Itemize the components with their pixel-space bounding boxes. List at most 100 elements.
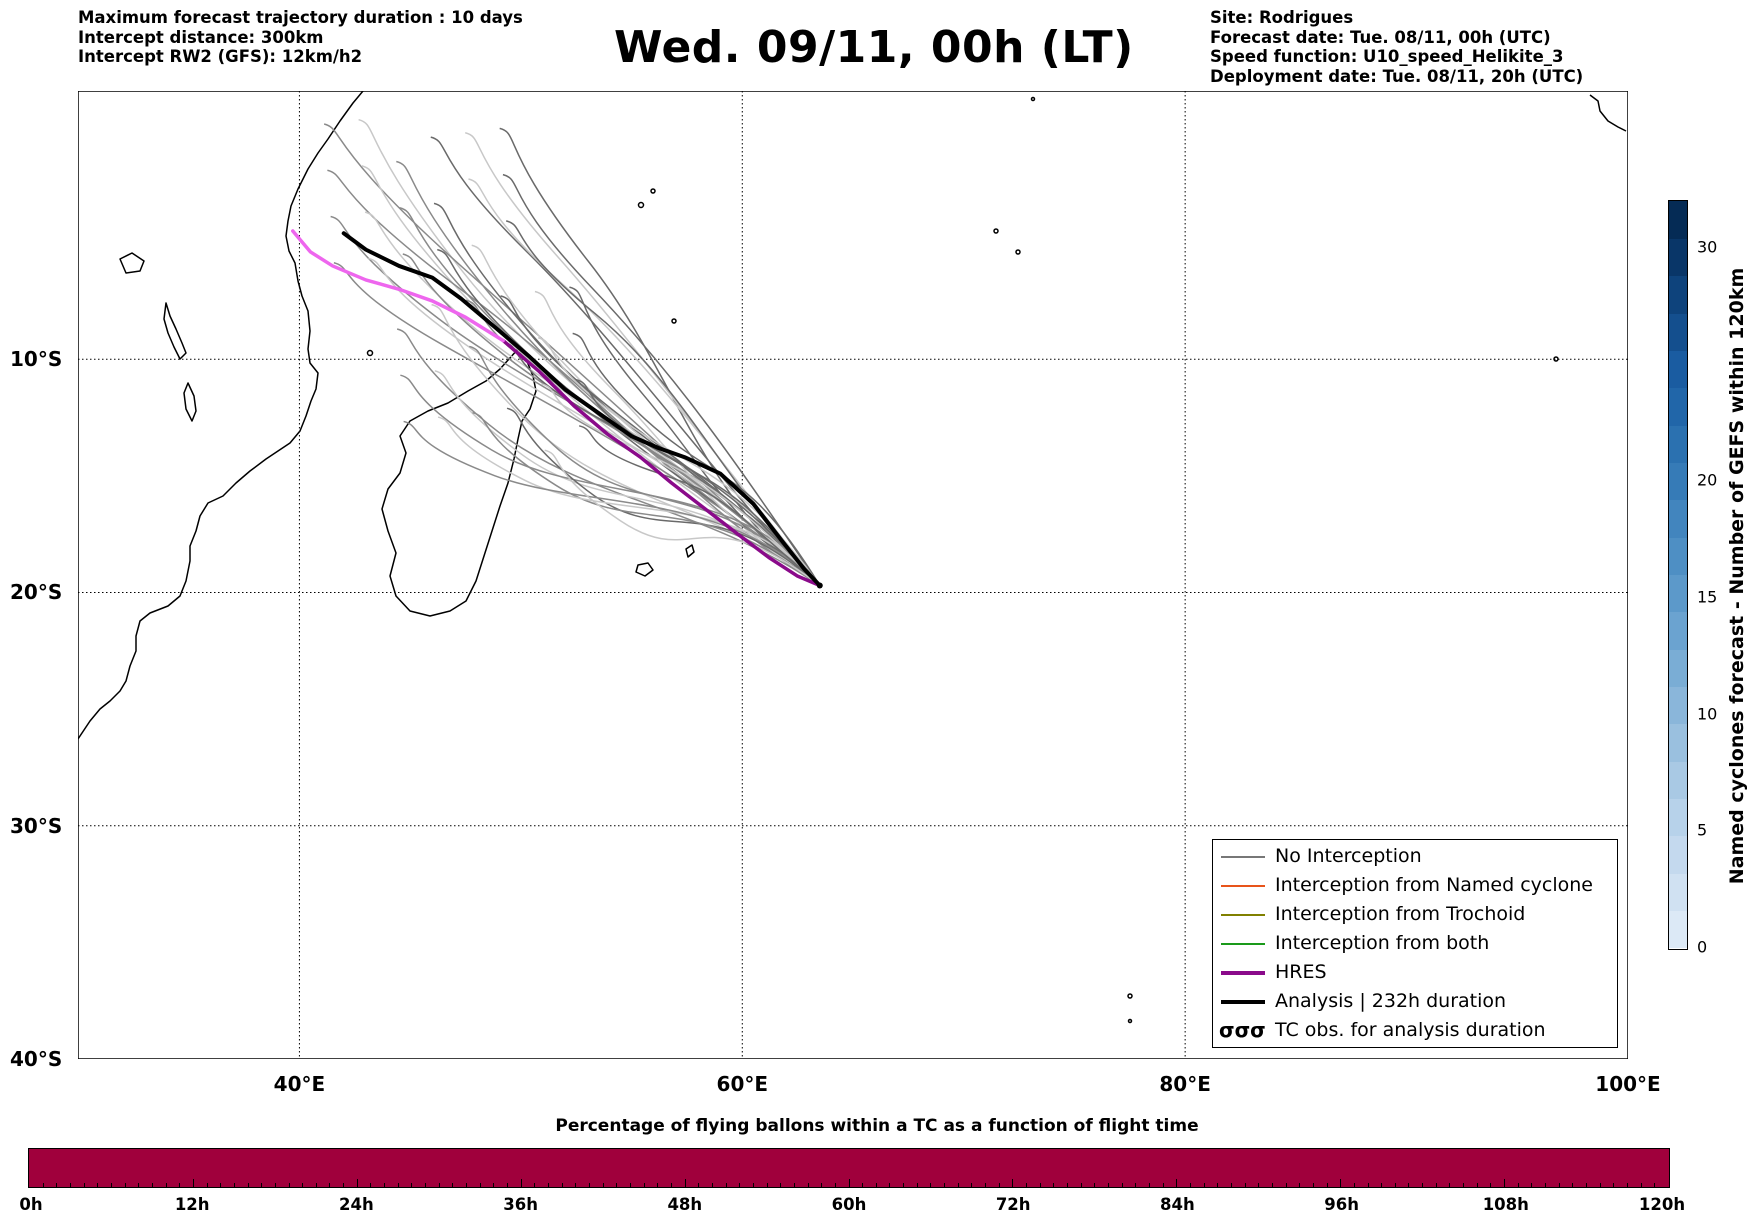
flight-time-minor-tick <box>83 1183 85 1187</box>
flight-time-minor-tick <box>698 1183 700 1187</box>
legend-label: HRES <box>1275 961 1327 983</box>
flight-time-minor-tick <box>1504 1179 1506 1187</box>
flight-time-tick-label: 24h <box>339 1195 374 1214</box>
colorbar-tick-label: 0 <box>1697 937 1708 957</box>
flight-time-minor-tick <box>807 1183 809 1187</box>
reunion-island <box>635 562 654 577</box>
legend-swatch <box>1221 885 1265 887</box>
flight-time-minor-tick <box>862 1183 864 1187</box>
flight-time-minor-tick <box>56 1183 58 1187</box>
flight-time-minor-tick <box>1080 1183 1082 1187</box>
flight-time-minor-tick <box>903 1183 905 1187</box>
flight-time-minor-tick <box>1613 1183 1615 1187</box>
flight-time-tick-label: 84h <box>1160 1195 1195 1214</box>
header-left-line-1: Maximum forecast trajectory duration : 1… <box>78 8 523 27</box>
colorbar-segment <box>1669 798 1687 837</box>
colorbar-segment <box>1669 686 1687 725</box>
flight-time-minor-tick <box>343 1183 345 1187</box>
flight-time-minor-tick <box>834 1183 836 1187</box>
header-left-line-3: Intercept RW2 (GFS): 12km/h2 <box>78 47 363 66</box>
legend-swatch <box>1221 1000 1265 1004</box>
flight-time-minor-tick <box>1531 1183 1533 1187</box>
latitude-label: 40°S <box>10 1047 63 1071</box>
chagos-island <box>1015 249 1021 255</box>
flight-time-minor-tick <box>1449 1183 1451 1187</box>
flight-time-tick-label: 60h <box>831 1195 867 1214</box>
flight-time-minor-tick <box>916 1183 918 1187</box>
legend-item-no-interception: No Interception <box>1213 842 1617 871</box>
flight-time-minor-tick <box>370 1183 372 1187</box>
flight-time-minor-tick <box>752 1183 754 1187</box>
flight-time-minor-tick <box>1053 1183 1055 1187</box>
flight-time-minor-tick <box>124 1183 126 1187</box>
flight-time-minor-tick <box>780 1183 782 1187</box>
flight-time-minor-tick <box>1435 1183 1437 1187</box>
flight-time-minor-tick <box>985 1183 987 1187</box>
colorbar-segment <box>1669 350 1687 389</box>
flight-time-minor-tick <box>848 1179 850 1187</box>
flight-time-minor-tick <box>1094 1183 1096 1187</box>
flight-time-minor-tick <box>1312 1183 1314 1187</box>
colorbar-tick-label: 5 <box>1697 820 1708 840</box>
st-paul-island <box>1127 1018 1133 1024</box>
flight-time-minor-tick <box>1545 1183 1547 1187</box>
colorbar-tick-label: 10 <box>1697 704 1718 724</box>
legend-swatch <box>1221 914 1265 916</box>
colorbar-segment <box>1669 238 1687 277</box>
colorbar-tick-label: 20 <box>1697 470 1718 490</box>
colorbar-segment <box>1669 611 1687 650</box>
flight-time-minor-tick <box>274 1183 276 1187</box>
hres-trajectory-tail <box>291 229 505 343</box>
flight-time-minor-tick <box>1340 1179 1342 1187</box>
ensemble-trajectory <box>502 173 821 586</box>
flight-time-minor-tick <box>192 1179 194 1187</box>
colorbar-segment <box>1669 723 1687 762</box>
ensemble-trajectory <box>400 374 821 586</box>
flight-time-minor-tick <box>1148 1183 1150 1187</box>
colorbar-segment <box>1669 761 1687 800</box>
header-info-left: Maximum forecast trajectory duration : 1… <box>78 8 523 67</box>
flight-time-bar <box>28 1148 1670 1188</box>
longitude-label: 40°E <box>273 1072 326 1096</box>
legend-label: No Interception <box>1275 845 1422 867</box>
flight-time-tick-label: 120h <box>1638 1195 1686 1214</box>
header-info-right: Site: Rodrigues Forecast date: Tue. 08/1… <box>1210 8 1583 86</box>
madagascar-coastline <box>381 348 537 617</box>
legend-item-both: Interception from both <box>1213 929 1617 958</box>
colorbar-tick-label: 30 <box>1697 237 1718 257</box>
flight-time-minor-tick <box>1230 1183 1232 1187</box>
amsterdam-island <box>1127 993 1133 999</box>
flight-time-minor-tick <box>629 1183 631 1187</box>
flight-time-minor-tick <box>1108 1183 1109 1187</box>
legend-label: Analysis | 232h duration <box>1275 990 1507 1012</box>
flight-time-minor-tick <box>1640 1183 1642 1187</box>
flight-time-minor-tick <box>1394 1183 1396 1187</box>
flight-time-minor-tick <box>110 1183 112 1187</box>
flight-time-tick-label: 12h <box>174 1195 210 1214</box>
hres-trajectory <box>501 338 822 588</box>
flight-time-minor-tick <box>1244 1183 1246 1187</box>
flight-time-minor-tick <box>507 1183 509 1187</box>
colorbar-segment <box>1669 387 1687 426</box>
colorbar-segment <box>1669 574 1687 613</box>
colorbar-segment <box>1669 201 1687 239</box>
flight-time-minor-tick <box>534 1183 536 1187</box>
header-left-line-2: Intercept distance: 300km <box>78 27 324 47</box>
ensemble-trajectory <box>541 383 821 587</box>
flight-time-minor-tick <box>944 1183 946 1187</box>
flight-time-tick-label: 72h <box>995 1195 1031 1214</box>
colorbar-segment <box>1669 499 1687 538</box>
flight-time-minor-tick <box>657 1183 659 1187</box>
agalega-island <box>671 318 677 324</box>
africa-coastline <box>78 91 364 740</box>
flight-time-minor-tick <box>930 1183 932 1187</box>
flight-time-minor-tick <box>1422 1183 1424 1187</box>
flight-time-minor-tick <box>220 1183 222 1187</box>
flight-time-minor-tick <box>561 1183 563 1187</box>
flight-time-minor-tick <box>575 1183 577 1187</box>
colorbar-segment <box>1669 425 1687 463</box>
colorbar-segment <box>1669 275 1687 314</box>
flight-time-minor-tick <box>179 1183 181 1187</box>
flight-time-minor-tick <box>288 1183 290 1187</box>
flight-time-tick-label: 108h <box>1482 1195 1529 1214</box>
